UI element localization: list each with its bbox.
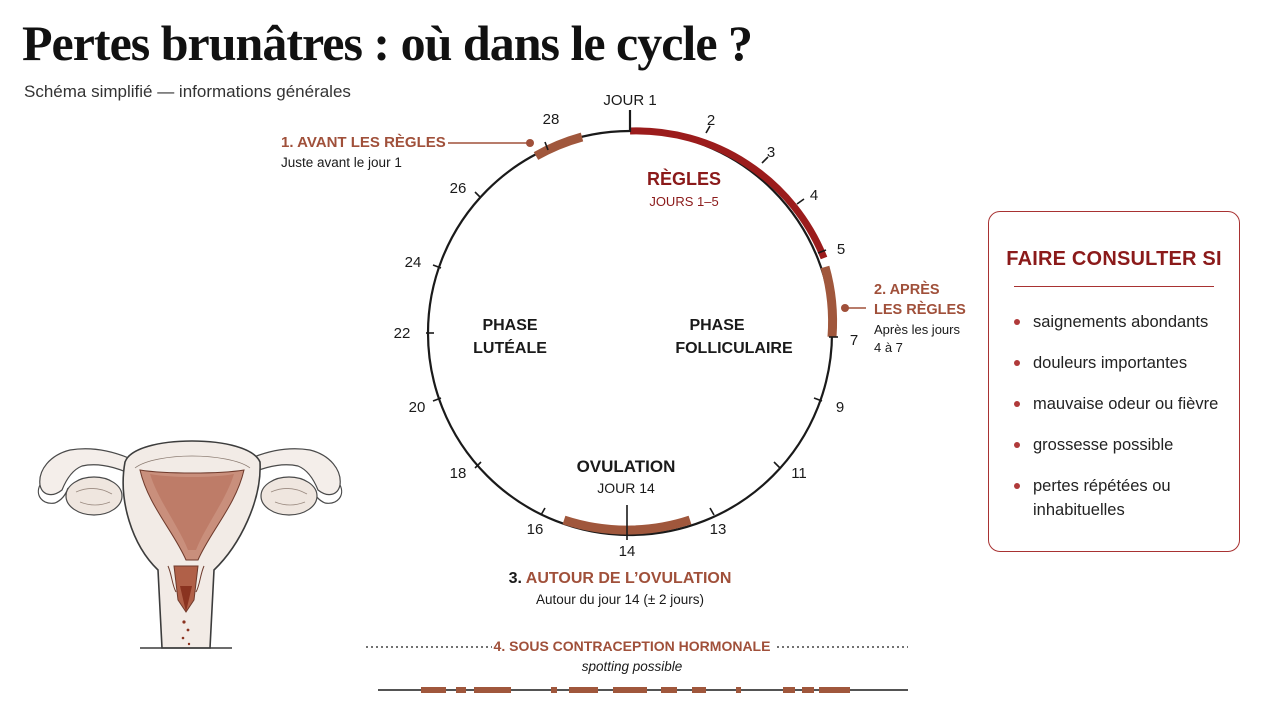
- annotation-after-sub-line2: 4 à 7: [874, 340, 903, 355]
- day-label: 3: [767, 144, 775, 161]
- day-label: 7: [850, 332, 858, 349]
- day-label: 2: [707, 112, 715, 129]
- annotation-after-title-line2: LES RÈGLES: [874, 301, 966, 318]
- follicular-phase-label-line1: PHASE: [689, 317, 744, 334]
- page-subtitle: Schéma simplifié — informations générale…: [24, 82, 351, 101]
- periods-arc: [629, 127, 828, 260]
- luteal-phase-label-line2: LUTÉALE: [473, 338, 547, 357]
- annotation-ovulation: 3. AUTOUR DE L’OVULATION Autour du jour …: [509, 570, 732, 607]
- day-label: 24: [405, 254, 422, 271]
- consult-item: saignements abondants: [1011, 310, 1226, 334]
- consult-divider: [1014, 286, 1214, 287]
- ovulation-title: OVULATION: [577, 457, 676, 476]
- annotation-before-sub: Juste avant le jour 1: [281, 155, 402, 170]
- follicular-phase-label-line2: FOLLICULAIRE: [675, 340, 793, 357]
- annotation-after-periods: 2. APRÈS LES RÈGLES Après les jours 4 à …: [841, 281, 966, 355]
- consult-item: mauvaise odeur ou fièvre: [1011, 392, 1226, 416]
- consult-list: saignements abondants douleurs important…: [1011, 310, 1226, 539]
- day-label: 4: [810, 187, 818, 204]
- day-label: 13: [710, 521, 727, 538]
- annotation-contraception: 4. SOUS CONTRACEPTION HORMONALE spotting…: [366, 638, 908, 693]
- day-label: 20: [409, 399, 426, 416]
- consult-item: grossesse possible: [1011, 433, 1226, 457]
- day-label: 5: [837, 241, 845, 258]
- consult-panel: FAIRE CONSULTER SI saignements abondants…: [988, 211, 1240, 552]
- annotation-contraception-title: 4. SOUS CONTRACEPTION HORMONALE: [494, 638, 771, 654]
- annotation-ovulation-title: 3. AUTOUR DE L’OVULATION: [509, 570, 732, 587]
- periods-days: JOURS 1–5: [649, 194, 718, 209]
- luteal-phase-label-line1: PHASE: [482, 317, 537, 334]
- annotation-before-title: 1. AVANT LES RÈGLES: [281, 134, 446, 151]
- ovulation-day: JOUR 14: [597, 480, 655, 496]
- day-label: 14: [619, 543, 636, 560]
- spotting-before-arc: [533, 132, 584, 160]
- periods-title: RÈGLES: [647, 168, 721, 189]
- annotation-before-periods: 1. AVANT LES RÈGLES Juste avant le jour …: [281, 134, 534, 170]
- consult-item: douleurs importantes: [1011, 351, 1226, 375]
- day-one-label: JOUR 1: [603, 92, 656, 109]
- day-label: 18: [450, 465, 467, 482]
- day-label: 22: [394, 325, 411, 342]
- annotation-ovulation-sub: Autour du jour 14 (± 2 jours): [536, 592, 704, 607]
- annotation-contraception-sub: spotting possible: [582, 659, 683, 674]
- day-label: 11: [791, 465, 807, 482]
- day-ticks: [426, 125, 838, 540]
- annotation-after-title-line1: 2. APRÈS: [874, 281, 940, 298]
- day-label: 16: [527, 521, 544, 538]
- annotation-after-sub-line1: Après les jours: [874, 322, 960, 337]
- day-label: 9: [836, 399, 844, 416]
- day-labels: 2 3 4 5 7 9 11 13 14 16 18 20 22 24 26 2…: [394, 111, 859, 560]
- consult-title: FAIRE CONSULTER SI: [1006, 248, 1222, 270]
- uterus-illustration: [37, 440, 343, 649]
- spotting-after-arc: [820, 265, 838, 338]
- page-title: Pertes brunâtres : où dans le cycle ?: [22, 15, 753, 71]
- day-label: 26: [450, 180, 467, 197]
- day-label: 28: [543, 111, 560, 128]
- consult-item: pertes répétées ou inhabituelles: [1011, 474, 1226, 522]
